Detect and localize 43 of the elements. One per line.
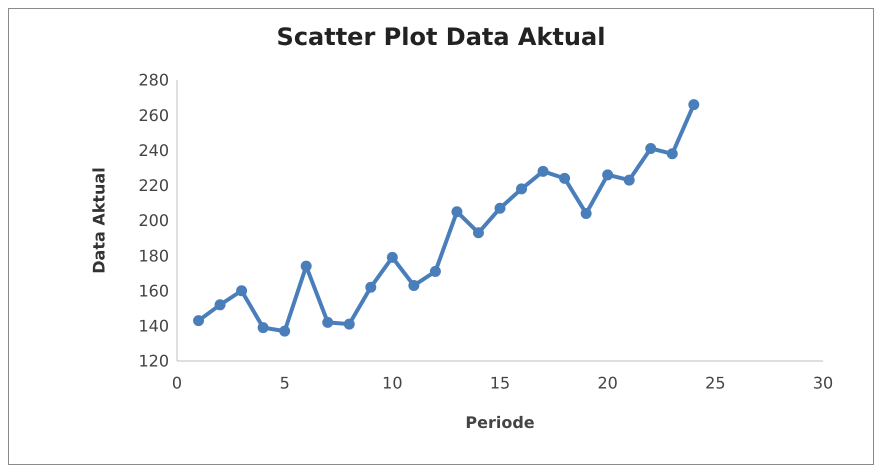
y-tick-label: 140 <box>138 316 169 336</box>
point <box>193 315 204 326</box>
chart-title: Scatter Plot Data Aktual <box>276 23 606 51</box>
point <box>408 280 420 291</box>
x-axis-title: Periode <box>465 413 535 432</box>
y-tick-label: 240 <box>138 140 169 160</box>
point <box>430 266 441 277</box>
x-tick-label: 30 <box>812 373 834 392</box>
point <box>494 202 506 214</box>
point <box>322 316 334 328</box>
point <box>214 299 226 310</box>
point <box>645 142 656 154</box>
y-tick-label: 280 <box>138 70 169 90</box>
point <box>538 166 549 177</box>
y-tick-label: 200 <box>138 211 169 230</box>
point <box>602 169 614 180</box>
y-tick-label: 120 <box>138 352 169 371</box>
point <box>344 318 355 330</box>
y-tick-label: 260 <box>138 106 169 125</box>
point <box>688 99 700 110</box>
point <box>365 282 376 293</box>
x-tick-label: 20 <box>597 373 618 392</box>
x-tick-label: 15 <box>490 373 510 392</box>
x-tick-label: 5 <box>280 373 290 392</box>
point <box>386 252 398 263</box>
point <box>300 260 312 272</box>
point <box>666 148 678 160</box>
point <box>516 183 528 194</box>
point <box>580 208 592 219</box>
point <box>258 322 269 334</box>
x-tick-label: 0 <box>172 373 182 392</box>
point <box>279 326 290 337</box>
x-tick-label: 25 <box>705 373 726 392</box>
y-axis-title: Data Aktual <box>90 167 109 274</box>
point <box>451 206 462 218</box>
y-tick-label: 180 <box>138 246 169 266</box>
point <box>624 174 635 186</box>
point <box>472 227 484 238</box>
point <box>559 172 570 184</box>
point <box>236 285 248 296</box>
x-tick-label: 10 <box>382 373 403 392</box>
y-tick-label: 220 <box>138 176 169 196</box>
y-tick-label: 160 <box>138 281 169 300</box>
